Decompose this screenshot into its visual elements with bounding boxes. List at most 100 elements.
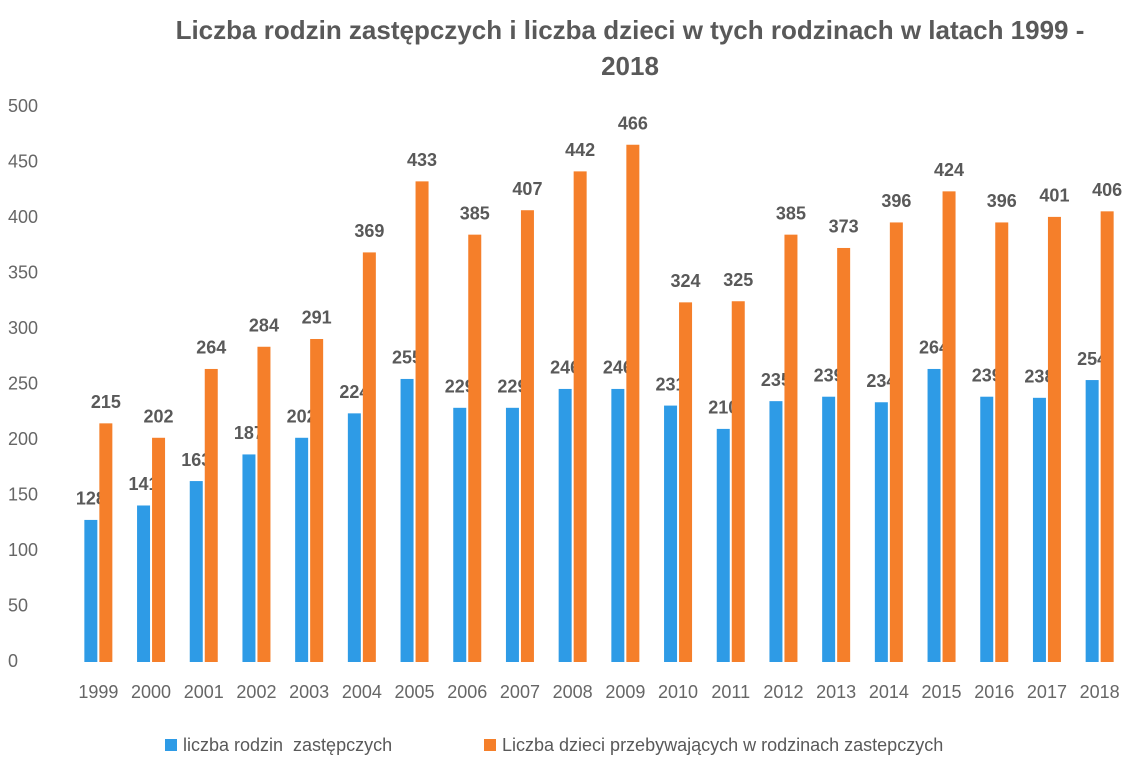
data-label: 407 [512, 179, 542, 199]
data-label: 231 [656, 374, 686, 394]
legend-swatch [165, 739, 177, 751]
bar [731, 301, 745, 662]
x-tick-label: 2010 [658, 682, 698, 702]
x-tick-label: 2002 [236, 682, 276, 702]
x-tick-label: 2013 [816, 682, 856, 702]
x-tick-label: 2017 [1027, 682, 1067, 702]
y-tick-label: 150 [8, 484, 38, 504]
bar [295, 437, 309, 662]
data-label: 466 [618, 113, 648, 133]
x-tick-label: 2000 [131, 682, 171, 702]
data-label: 141 [129, 474, 159, 494]
x-tick-label: 2008 [553, 682, 593, 702]
data-label: 385 [776, 203, 806, 223]
x-tick-label: 2012 [763, 682, 803, 702]
y-tick-label: 0 [8, 651, 18, 671]
bar [362, 252, 376, 662]
bar [257, 346, 271, 662]
y-tick-label: 450 [8, 151, 38, 171]
data-label: 238 [1024, 367, 1054, 387]
x-tick-label: 2001 [184, 682, 224, 702]
data-label: 202 [287, 407, 317, 427]
data-label: 396 [881, 191, 911, 211]
bar [626, 144, 640, 663]
bar [520, 210, 534, 663]
data-label: 424 [934, 160, 964, 180]
bar [995, 222, 1009, 662]
bar [152, 437, 166, 662]
chart-title: Liczba rodzin zastępczych i liczba dziec… [175, 15, 1085, 81]
bar [400, 378, 414, 662]
bar [1047, 216, 1061, 662]
y-tick-label: 250 [8, 373, 38, 393]
legend-swatch [484, 739, 496, 751]
data-label: 406 [1092, 180, 1122, 200]
data-label: 202 [144, 407, 174, 427]
bar [573, 171, 587, 662]
data-label: 187 [234, 423, 264, 443]
data-label: 264 [919, 338, 949, 358]
x-tick-label: 2011 [711, 682, 750, 702]
data-label: 246 [550, 358, 580, 378]
bar [453, 407, 467, 662]
x-tick-label: 2014 [869, 682, 909, 702]
data-label: 234 [866, 371, 896, 391]
data-label: 291 [302, 308, 332, 328]
data-label: 210 [708, 398, 738, 418]
data-label: 401 [1039, 186, 1069, 206]
data-label: 229 [497, 377, 527, 397]
legend-label: Liczba dzieci przebywających w rodzinach… [502, 735, 943, 755]
data-label: 284 [249, 316, 279, 336]
data-label: 373 [829, 217, 859, 237]
bar [137, 505, 151, 662]
bar [1100, 211, 1114, 662]
bar [837, 247, 851, 662]
bar [468, 234, 482, 662]
x-tick-label: 2009 [605, 682, 645, 702]
x-tick-label: 2004 [342, 682, 382, 702]
bar [1085, 380, 1099, 662]
data-label: 369 [354, 221, 384, 241]
x-tick-label: 2006 [447, 682, 487, 702]
bar [874, 402, 888, 662]
y-tick-label: 300 [8, 318, 38, 338]
bar [942, 191, 956, 663]
data-label: 239 [972, 365, 1002, 385]
data-label: 128 [76, 489, 106, 509]
data-label: 385 [460, 203, 490, 223]
data-label: 246 [603, 358, 633, 378]
bar [415, 181, 429, 662]
bar [611, 388, 625, 662]
bar [558, 388, 572, 662]
bar [84, 519, 98, 662]
legend-label: liczba rodzin zastępczych [183, 735, 392, 755]
data-label: 163 [181, 450, 211, 470]
data-label: 396 [987, 191, 1017, 211]
y-tick-label: 500 [8, 96, 38, 116]
bar [347, 413, 361, 662]
bar [716, 428, 730, 662]
bar [822, 396, 836, 662]
data-label: 235 [761, 370, 791, 390]
x-tick-label: 2007 [500, 682, 540, 702]
y-tick-label: 100 [8, 540, 38, 560]
bar [1032, 397, 1046, 662]
bar [310, 338, 324, 662]
bar [769, 401, 783, 662]
data-label: 264 [196, 338, 226, 358]
data-label: 324 [671, 271, 701, 291]
x-tick-label: 2018 [1080, 682, 1120, 702]
x-tick-label: 2015 [922, 682, 962, 702]
x-tick-label: 2016 [974, 682, 1014, 702]
bar [927, 368, 941, 662]
data-label: 239 [814, 365, 844, 385]
bar [242, 454, 256, 662]
y-tick-label: 350 [8, 262, 38, 282]
bar [505, 407, 519, 662]
bar [99, 423, 113, 662]
data-label: 254 [1077, 349, 1107, 369]
data-label: 229 [445, 377, 475, 397]
x-tick-label: 1999 [78, 682, 118, 702]
